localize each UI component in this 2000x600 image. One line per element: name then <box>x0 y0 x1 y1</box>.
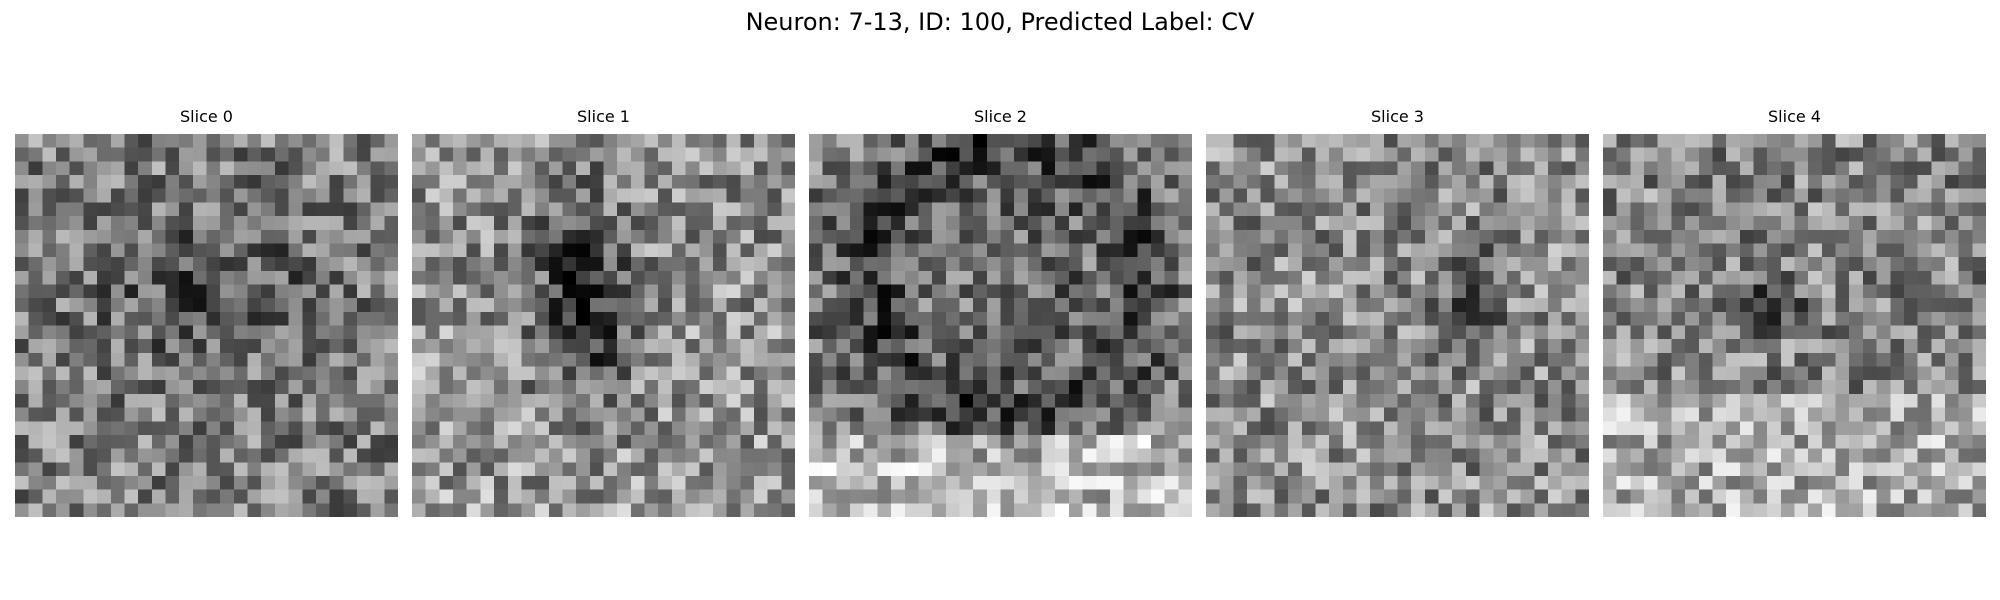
slice-title-1: Slice 1 <box>577 107 630 126</box>
slice-image-1 <box>412 134 795 517</box>
slice-title-4: Slice 4 <box>1768 107 1821 126</box>
slice-title-2: Slice 2 <box>974 107 1027 126</box>
slice-panel-2: Slice 2 <box>809 106 1192 517</box>
slice-panel-3: Slice 3 <box>1206 106 1589 517</box>
slice-image-0 <box>15 134 398 517</box>
slice-image-2 <box>809 134 1192 517</box>
slice-title-0: Slice 0 <box>180 107 233 126</box>
figure-title: Neuron: 7-13, ID: 100, Predicted Label: … <box>745 8 1255 36</box>
slice-panel-1: Slice 1 <box>412 106 795 517</box>
slice-title-3: Slice 3 <box>1371 107 1424 126</box>
slice-image-3 <box>1206 134 1589 517</box>
slice-panel-4: Slice 4 <box>1603 106 1986 517</box>
slice-panel-0: Slice 0 <box>15 106 398 517</box>
slice-image-4 <box>1603 134 1986 517</box>
